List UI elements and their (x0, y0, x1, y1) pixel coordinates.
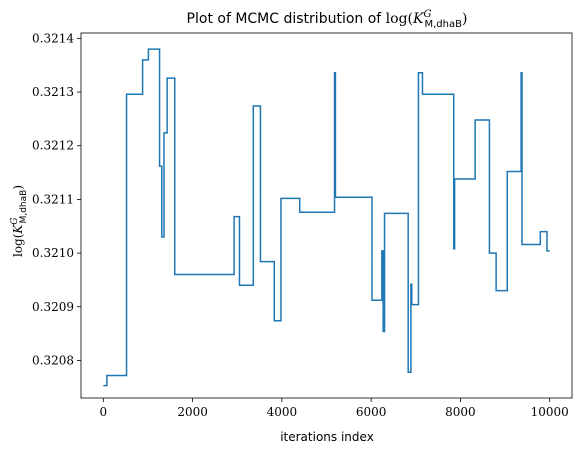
x-tick-label: 8000 (445, 405, 476, 419)
x-tick-label: 6000 (356, 405, 387, 419)
x-tick-label: 10000 (531, 405, 569, 419)
y-axis: 0.3208 0.3209 0.3210 0.3211 0.3212 0.3213 0.32… (32, 31, 81, 367)
mcmc-trace-line (103, 48, 550, 387)
y-tick-label: 0.3211 (32, 192, 74, 206)
chart-title: Plot of MCMC distribution of log(KG M,dha… (187, 9, 468, 30)
plot-area (103, 48, 550, 387)
y-tick-label: 0.3214 (32, 31, 74, 45)
x-tick-label: 0 (99, 405, 107, 419)
y-tick-label: 0.3212 (32, 139, 74, 153)
plot-frame (80, 32, 573, 399)
x-tick-label: 2000 (177, 405, 208, 419)
x-axis: 0 2000 4000 6000 8000 10000 (99, 398, 569, 419)
y-tick-label: 0.3210 (32, 246, 74, 260)
y-tick-label: 0.3208 (32, 353, 74, 367)
x-axis-label: iterations index (280, 430, 374, 444)
y-tick-label: 0.3213 (32, 85, 74, 99)
y-tick-label: 0.3209 (32, 300, 74, 314)
x-tick-label: 4000 (267, 405, 298, 419)
y-axis-label: log(KGM,dhaB) (10, 185, 29, 257)
